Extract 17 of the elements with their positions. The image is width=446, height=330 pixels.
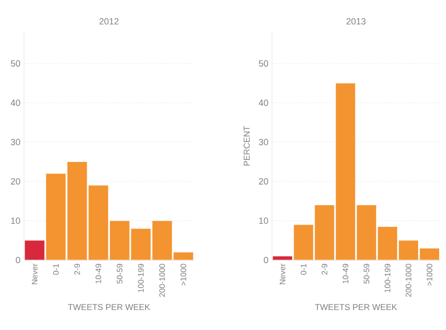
y-tick-label: 50 bbox=[10, 60, 20, 67]
x-axis-title: TWEETS PER WEEK bbox=[315, 304, 398, 310]
x-axis-title: TWEETS PER WEEK bbox=[68, 304, 150, 310]
y-tick-label: 50 bbox=[258, 60, 268, 67]
y-tick-label: 10 bbox=[259, 218, 268, 224]
y-tick-label: 40 bbox=[10, 100, 20, 106]
y-tick-label: 20 bbox=[10, 178, 20, 185]
y-axis-title: PERCENT bbox=[244, 126, 250, 166]
y-tick-label: 40 bbox=[258, 100, 268, 106]
y-tick-label: 0 bbox=[16, 256, 20, 264]
y-tick-label: 30 bbox=[10, 138, 20, 146]
chart-title: 2013 bbox=[346, 18, 366, 24]
y-tick-label: 0 bbox=[264, 256, 268, 264]
chart-title: 2012 bbox=[99, 18, 119, 24]
y-tick-label: 10 bbox=[11, 218, 20, 224]
y-tick-label: 20 bbox=[258, 178, 268, 185]
y-tick-label: 30 bbox=[258, 138, 268, 146]
